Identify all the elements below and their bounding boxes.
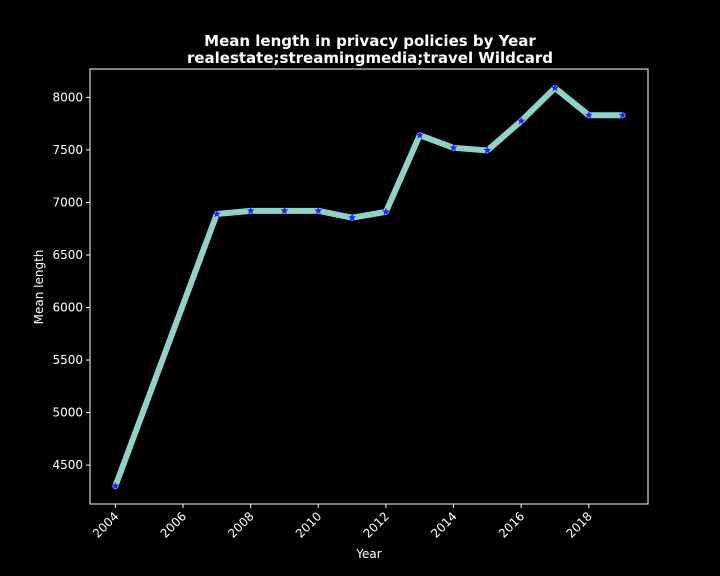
y-tick-label: 6500: [52, 248, 83, 262]
axes-frame: [89, 68, 649, 505]
data-point-marker: [618, 110, 627, 119]
data-point-marker: [483, 146, 492, 154]
data-point-marker: [347, 213, 357, 222]
data-point-marker: [415, 130, 424, 139]
data-point-marker: [246, 206, 255, 215]
data-point-marker: [517, 116, 526, 125]
series-line: [112, 84, 626, 490]
y-tick-label: 7500: [52, 143, 83, 157]
data-point-marker: [280, 206, 289, 215]
data-point-marker: [212, 209, 221, 218]
data-point-marker: [550, 83, 560, 92]
x-axis-label: Year: [355, 547, 381, 561]
data-point-marker: [111, 481, 120, 490]
chart-title: Mean length in privacy policies by Year: [204, 32, 536, 50]
data-point-marker: [449, 143, 458, 152]
y-tick-label: 5500: [52, 353, 83, 367]
data-point-marker: [314, 206, 323, 215]
y-axis-label: Mean length: [32, 250, 46, 325]
data-point-marker: [381, 207, 391, 216]
y-tick-label: 8000: [52, 90, 83, 104]
y-tick-label: 4500: [52, 458, 83, 472]
y-tick-label: 7000: [52, 195, 83, 209]
y-tick-label: 5000: [52, 406, 83, 420]
chart-subtitle: realestate;streamingmedia;travel Wildcar…: [187, 49, 553, 67]
data-point-marker: [584, 110, 593, 119]
y-tick-label: 6000: [52, 301, 83, 315]
